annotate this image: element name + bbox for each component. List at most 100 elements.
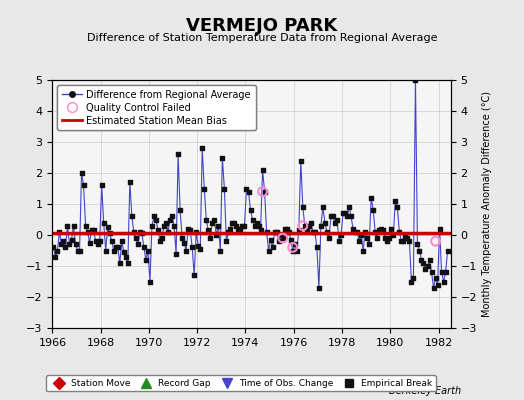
Point	[236, 226, 245, 232]
Point	[425, 257, 434, 263]
Point	[144, 247, 152, 254]
Point	[272, 229, 281, 235]
Point	[316, 222, 325, 229]
Point	[291, 241, 299, 248]
Point	[114, 244, 122, 250]
Point	[359, 247, 367, 254]
Point	[71, 241, 80, 248]
Text: VERMEJO PARK: VERMEJO PARK	[187, 17, 337, 35]
Point	[363, 235, 372, 241]
Point	[222, 238, 231, 244]
Point	[421, 266, 430, 272]
Point	[397, 238, 406, 244]
Point	[351, 229, 359, 235]
Point	[301, 222, 309, 229]
Text: Berkeley Earth: Berkeley Earth	[389, 386, 461, 396]
Point	[357, 232, 365, 238]
Point	[248, 216, 257, 223]
Point	[297, 158, 305, 164]
Point	[279, 235, 287, 241]
Point	[172, 250, 180, 257]
Point	[299, 204, 307, 210]
Point	[270, 229, 279, 235]
Point	[234, 226, 243, 232]
Point	[313, 244, 321, 250]
Point	[419, 260, 428, 266]
Point	[241, 222, 249, 229]
Point	[275, 238, 283, 244]
Point	[128, 213, 136, 220]
Point	[311, 229, 319, 235]
Point	[119, 249, 128, 255]
Point	[250, 222, 259, 229]
Point	[289, 244, 297, 250]
Point	[256, 227, 265, 234]
Point	[401, 233, 410, 240]
Point	[413, 241, 422, 248]
Point	[55, 229, 63, 235]
Point	[92, 238, 100, 244]
Point	[170, 222, 178, 229]
Point	[218, 154, 226, 161]
Point	[299, 222, 307, 229]
Point	[117, 238, 126, 244]
Point	[160, 222, 168, 229]
Point	[389, 232, 398, 238]
Point	[80, 182, 88, 189]
Point	[438, 269, 446, 275]
Point	[423, 263, 432, 269]
Point	[323, 229, 331, 235]
Text: Difference of Station Temperature Data from Regional Average: Difference of Station Temperature Data f…	[87, 33, 437, 43]
Point	[57, 241, 66, 248]
Point	[443, 247, 452, 254]
Point	[178, 235, 187, 241]
Point	[385, 235, 394, 241]
Point	[105, 230, 114, 237]
Point	[190, 272, 199, 278]
Point	[208, 219, 216, 226]
Point	[415, 247, 423, 254]
Point	[367, 195, 375, 201]
Point	[246, 207, 255, 214]
Point	[353, 229, 362, 235]
Point	[441, 269, 450, 275]
Point	[184, 226, 192, 232]
Point	[333, 216, 341, 223]
Point	[154, 227, 162, 234]
Point	[329, 213, 337, 220]
Point	[152, 216, 160, 223]
Point	[395, 229, 403, 235]
Point	[265, 247, 273, 254]
Point	[110, 247, 118, 254]
Point	[226, 226, 235, 232]
Point	[166, 216, 174, 223]
Point	[146, 278, 154, 285]
Point	[198, 145, 206, 151]
Point	[102, 247, 110, 254]
Point	[81, 222, 90, 229]
Point	[373, 235, 381, 241]
Point	[347, 213, 355, 220]
Point	[339, 210, 347, 216]
Point	[212, 232, 221, 238]
Point	[280, 226, 289, 232]
Point	[148, 222, 156, 229]
Point	[61, 244, 70, 250]
Point	[104, 224, 112, 230]
Point	[136, 229, 144, 235]
Point	[387, 226, 396, 232]
Point	[124, 260, 132, 266]
Point	[196, 246, 204, 252]
Point	[97, 182, 106, 189]
Point	[216, 247, 224, 254]
Point	[51, 254, 60, 260]
Point	[393, 204, 401, 210]
Point	[180, 240, 188, 246]
Point	[95, 238, 104, 244]
Point	[176, 207, 184, 214]
Point	[365, 241, 374, 248]
Point	[407, 278, 416, 285]
Point	[206, 235, 214, 241]
Point	[242, 185, 250, 192]
Point	[405, 238, 413, 244]
